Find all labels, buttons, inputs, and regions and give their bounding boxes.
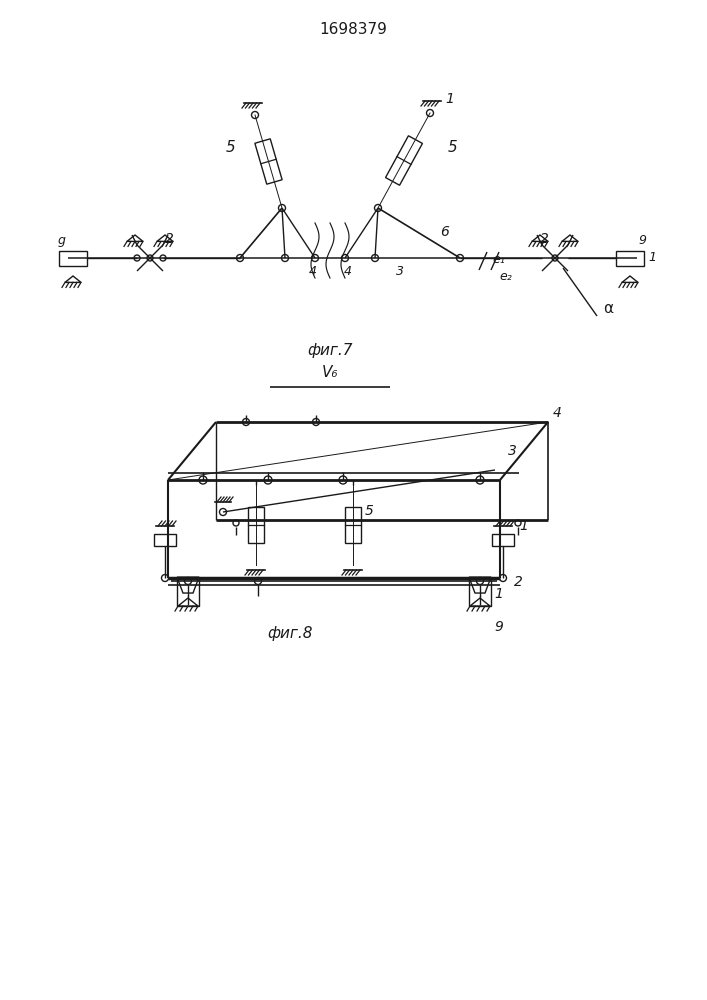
Text: 1: 1 (519, 519, 528, 533)
Text: 6: 6 (440, 225, 450, 239)
Text: 2: 2 (514, 575, 523, 589)
Text: 4: 4 (309, 265, 317, 278)
Bar (492, 534, 514, 546)
Text: 4: 4 (344, 265, 352, 278)
Text: 1: 1 (494, 587, 503, 601)
Bar (177, 577, 199, 606)
Text: 1698379: 1698379 (319, 22, 387, 37)
Text: 5: 5 (448, 140, 457, 155)
Text: e₂: e₂ (499, 270, 512, 283)
Text: 1: 1 (648, 251, 656, 264)
Text: α: α (603, 301, 613, 316)
Text: 4: 4 (553, 406, 562, 420)
Text: 5: 5 (226, 140, 235, 155)
Text: фиг.7: фиг.7 (308, 343, 353, 358)
Bar (154, 534, 176, 546)
Text: g: g (58, 234, 66, 247)
Text: 3: 3 (396, 265, 404, 278)
Bar (469, 577, 491, 606)
Text: фиг.8: фиг.8 (267, 626, 312, 641)
Bar (616, 250, 644, 265)
Text: V₆: V₆ (322, 365, 338, 380)
Text: 2: 2 (540, 232, 549, 246)
Text: 9: 9 (494, 620, 503, 634)
Bar (59, 250, 87, 265)
Text: 9: 9 (638, 234, 646, 247)
Text: 1: 1 (445, 92, 454, 106)
Text: e₁: e₁ (492, 253, 505, 266)
Text: 3: 3 (508, 444, 517, 458)
Text: 2: 2 (165, 232, 174, 246)
Text: 5: 5 (365, 504, 374, 518)
